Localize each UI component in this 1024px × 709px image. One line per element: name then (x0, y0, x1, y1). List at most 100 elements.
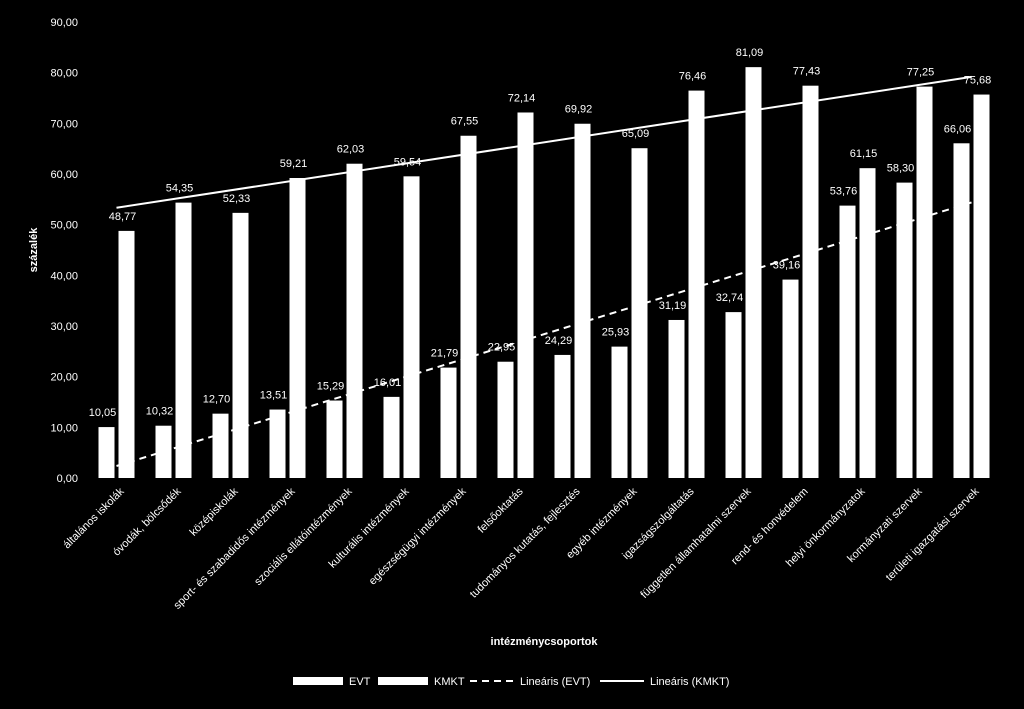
x-category-label: középiskolák (188, 485, 241, 538)
trendlines (116, 75, 972, 467)
bar-evt (953, 143, 970, 478)
y-tick-label: 0,00 (57, 473, 78, 485)
legend-label: Lineáris (KMKT) (650, 676, 729, 688)
data-label-kmkt: 54,35 (166, 183, 194, 195)
x-category-label: általános iskolák (61, 485, 127, 551)
y-tick-label: 60,00 (50, 169, 78, 181)
data-label-kmkt: 77,43 (793, 66, 821, 78)
data-label-kmkt: 72,14 (508, 92, 536, 104)
legend-swatch (293, 677, 343, 685)
data-label-evt: 22,95 (488, 342, 516, 354)
y-axis-title: százalék (28, 227, 40, 273)
x-category-label: tudományos kutatás, fejlesztés (468, 485, 583, 600)
y-tick-label: 30,00 (50, 321, 78, 333)
bar-kmkt (289, 178, 306, 478)
bar-kmkt (175, 202, 192, 479)
data-label-kmkt: 75,68 (964, 75, 992, 87)
bar-evt (611, 346, 628, 478)
x-category-label: szociális ellátóintézmények (252, 485, 355, 588)
data-label-evt: 24,29 (545, 335, 573, 347)
data-labels: 10,05 48,77 10,32 54,35 12,70 52,33 13,51 59,21… (89, 47, 992, 419)
bar-kmkt (460, 135, 477, 478)
bar-kmkt (232, 212, 249, 478)
x-category-label: területi igazgatási szervek (884, 485, 982, 583)
bar-kmkt (631, 148, 648, 478)
x-axis-title: intézménycsoportok (491, 636, 599, 648)
data-label-kmkt: 59,21 (280, 158, 308, 170)
x-category-label: sport- és szabadidős intézmények (172, 485, 298, 611)
bar-evt (725, 312, 742, 478)
bar-evt (782, 279, 799, 478)
data-label-evt: 21,79 (431, 348, 459, 360)
data-label-evt: 39,16 (773, 260, 801, 272)
legend-label: KMKT (434, 676, 465, 688)
x-category-label: felsőoktatás (476, 485, 526, 535)
data-label-evt: 15,29 (317, 381, 345, 393)
bar-kmkt (916, 86, 933, 478)
legend: EVT KMKT Lineáris (EVT) Lineáris (KMKT) (293, 676, 729, 688)
bar-evt (896, 182, 913, 478)
data-label-kmkt: 69,92 (565, 104, 593, 116)
bar-kmkt (688, 90, 705, 479)
legend-label: Lineáris (EVT) (520, 676, 590, 688)
data-label-kmkt: 62,03 (337, 144, 365, 156)
legend-swatch (378, 677, 428, 685)
bar-evt (668, 319, 685, 478)
y-tick-label: 80,00 (50, 68, 78, 80)
data-label-kmkt: 61,15 (850, 148, 878, 160)
bar-evt (440, 367, 457, 478)
y-tick-label: 90,00 (50, 17, 78, 29)
data-label-evt: 16,01 (374, 377, 402, 389)
data-label-evt: 25,93 (602, 327, 630, 339)
bar-evt (269, 409, 286, 478)
trendline-evt (116, 201, 972, 467)
data-label-kmkt: 77,25 (907, 67, 935, 79)
x-category-label: független államhatalmi szervek (638, 485, 754, 601)
data-label-kmkt: 52,33 (223, 193, 251, 205)
data-label-evt: 66,06 (944, 123, 972, 135)
bar-kmkt (574, 123, 591, 478)
bar-evt (326, 400, 343, 478)
bar-kmkt (403, 176, 420, 478)
bar-evt (497, 361, 514, 478)
bar-kmkt (517, 112, 534, 479)
bar-evt (554, 354, 571, 478)
x-category-label: egészségügyi intézmények (367, 485, 469, 587)
data-label-kmkt: 48,77 (109, 211, 137, 223)
bar-kmkt (859, 168, 876, 478)
legend-label: EVT (349, 676, 371, 688)
y-tick-label: 20,00 (50, 372, 78, 384)
data-label-kmkt: 67,55 (451, 116, 479, 128)
data-label-kmkt: 81,09 (736, 47, 764, 59)
data-label-evt: 32,74 (716, 292, 744, 304)
bar-kmkt (973, 94, 990, 479)
data-label-kmkt: 76,46 (679, 71, 707, 83)
bar-evt (383, 396, 400, 478)
y-tick-label: 50,00 (50, 220, 78, 232)
data-label-evt: 10,05 (89, 407, 117, 419)
data-label-evt: 10,32 (146, 406, 174, 418)
bar-kmkt (118, 230, 135, 478)
bar-evt (212, 413, 229, 478)
data-label-evt: 53,76 (830, 186, 858, 198)
data-label-evt: 12,70 (203, 394, 231, 406)
data-label-evt: 31,19 (659, 300, 687, 312)
data-label-evt: 13,51 (260, 390, 288, 402)
data-label-kmkt: 59,54 (394, 156, 422, 168)
bar-kmkt (745, 67, 762, 479)
y-tick-label: 40,00 (50, 270, 78, 282)
bar-kmkt (802, 85, 819, 479)
y-tick-label: 70,00 (50, 118, 78, 130)
data-label-kmkt: 65,09 (622, 128, 650, 140)
bar-evt (98, 427, 115, 478)
trendline-kmkt (116, 75, 972, 209)
y-tick-label: 10,00 (50, 422, 78, 434)
data-label-evt: 58,30 (887, 163, 915, 175)
bars (98, 67, 990, 479)
bar-evt (839, 205, 856, 478)
bar-kmkt (346, 163, 363, 478)
y-axis: 0,00 10,00 20,00 30,00 40,00 50,00 60,00 70,00 8… (50, 17, 78, 485)
